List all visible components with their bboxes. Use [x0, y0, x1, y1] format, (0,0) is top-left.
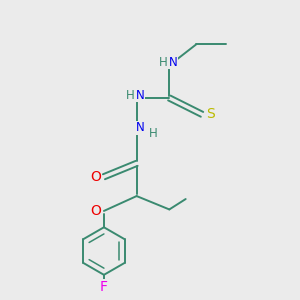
Text: H: H: [126, 88, 134, 101]
Text: S: S: [206, 107, 215, 121]
Text: O: O: [90, 170, 101, 184]
Text: H: H: [158, 56, 167, 69]
Text: N: N: [169, 56, 178, 69]
Text: N: N: [136, 88, 145, 101]
Text: H: H: [148, 127, 157, 140]
Text: N: N: [136, 121, 145, 134]
Text: O: O: [90, 204, 101, 218]
Text: F: F: [100, 280, 108, 294]
